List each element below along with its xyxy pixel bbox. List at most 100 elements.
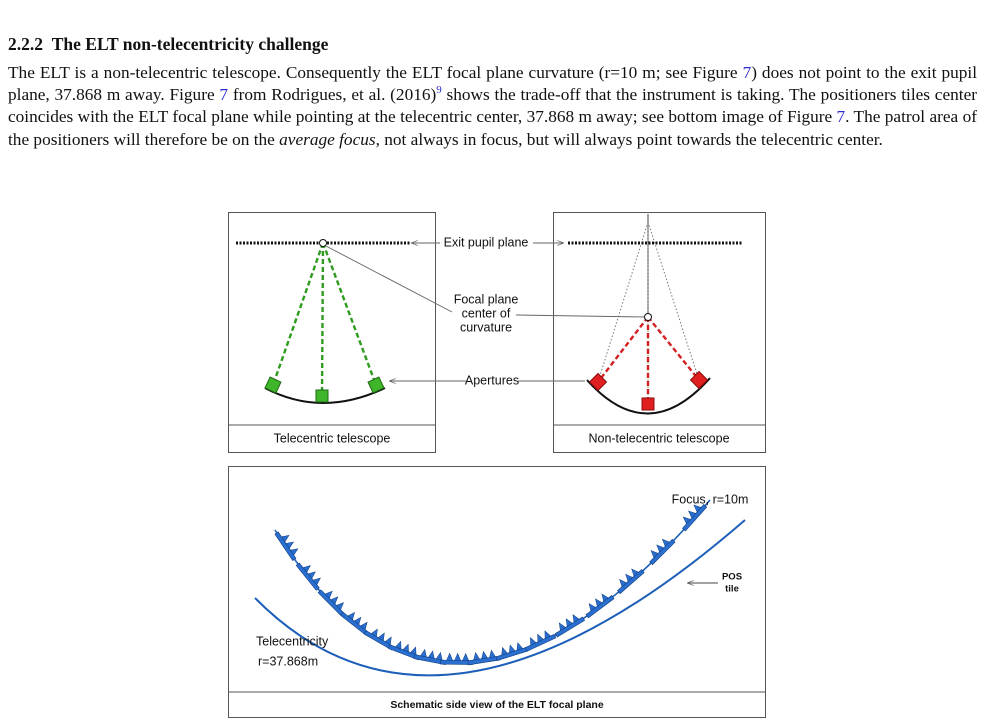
tile-part xyxy=(631,568,639,577)
label: r=37.868m xyxy=(258,654,318,668)
figure-ref[interactable]: 7 xyxy=(742,63,752,82)
tile-part xyxy=(650,550,659,559)
tile-part xyxy=(656,544,665,553)
apertures xyxy=(588,370,709,411)
tile-part xyxy=(335,602,344,611)
tile-part xyxy=(530,636,537,646)
panel-caption: Non-telecentric telescope xyxy=(588,431,729,445)
section-number: 2.2.2 xyxy=(8,34,43,54)
tile xyxy=(524,630,557,652)
apertures xyxy=(264,376,385,403)
text: shows the trade-off that the instrument … xyxy=(8,85,978,127)
tile-part xyxy=(572,614,580,623)
tile-part xyxy=(435,651,443,661)
tile xyxy=(617,568,645,595)
text: from Rodrigues, et al. (2016) xyxy=(228,85,437,105)
section-heading: 2.2.2 The ELT non-telecentricity challen… xyxy=(8,34,328,55)
tile-part xyxy=(307,571,316,579)
tile xyxy=(682,504,708,532)
tile-part xyxy=(509,644,516,653)
tile-part xyxy=(312,577,321,586)
tile xyxy=(317,589,344,616)
tile-part xyxy=(489,649,496,658)
tile-part xyxy=(619,578,627,588)
tile-part xyxy=(410,646,417,656)
tile-part xyxy=(462,652,469,661)
tile xyxy=(585,593,615,619)
tile-part xyxy=(402,643,409,653)
label: POS xyxy=(722,572,742,583)
tile-part xyxy=(281,535,290,543)
tile xyxy=(274,531,299,562)
center xyxy=(319,239,327,247)
section-title: The ELT non-telecentricity challenge xyxy=(51,34,329,54)
tile-part xyxy=(353,616,362,626)
tile-part xyxy=(454,652,461,661)
tile-part xyxy=(661,538,670,547)
tile-part xyxy=(601,593,609,602)
tile-part xyxy=(347,611,355,621)
label: center of xyxy=(462,306,511,320)
tile-part xyxy=(420,648,427,658)
paragraph: The ELT is a non-telecentric telescope. … xyxy=(8,62,977,151)
panel xyxy=(228,466,766,718)
label: tile xyxy=(725,584,739,595)
tiles xyxy=(274,504,708,666)
figure-ref[interactable]: 7 xyxy=(219,85,229,105)
tile-part xyxy=(481,650,488,660)
center xyxy=(644,313,652,321)
tile-part xyxy=(516,642,524,651)
label: Telecentricity xyxy=(256,634,329,648)
tile-part xyxy=(682,516,691,525)
tile-part xyxy=(473,651,480,661)
tile-part xyxy=(290,548,299,556)
tile xyxy=(495,642,529,661)
tile-part xyxy=(285,541,294,549)
rays xyxy=(597,316,700,404)
tile-part xyxy=(625,573,633,582)
tile-part xyxy=(395,640,402,650)
tile-part xyxy=(501,646,508,656)
label: Exit pupil plane xyxy=(444,235,529,249)
tile xyxy=(295,562,321,591)
leader-lines xyxy=(325,243,645,381)
tile-part xyxy=(558,622,566,631)
tile-part xyxy=(688,510,697,519)
figure: Telecentric telescope Non-telecentric te… xyxy=(228,212,766,718)
tile xyxy=(363,628,395,651)
label: curvature xyxy=(460,320,512,334)
tile-part xyxy=(427,650,435,659)
tile-part xyxy=(384,636,392,645)
label: Apertures xyxy=(465,373,519,387)
focal-curve xyxy=(264,387,386,404)
panel xyxy=(228,212,436,453)
rays xyxy=(271,242,378,397)
tile-part xyxy=(693,504,702,513)
tile-part xyxy=(360,621,368,630)
label: Focus, r=10m xyxy=(672,492,749,506)
tile-part xyxy=(595,598,603,607)
tile-part xyxy=(544,630,552,639)
citation-ref[interactable]: 9 xyxy=(436,84,442,97)
tile xyxy=(554,614,586,638)
focal-curve xyxy=(586,377,711,415)
tile-part xyxy=(565,618,573,627)
telecentric-curve xyxy=(254,519,746,677)
tile xyxy=(649,538,676,566)
tile-part xyxy=(537,633,544,643)
tile xyxy=(340,611,369,636)
text: The ELT is a non-telecentric telescope. … xyxy=(8,63,743,82)
tile-part xyxy=(370,628,378,637)
text: , not always in focus, but will always p… xyxy=(375,129,883,149)
tile-part xyxy=(324,590,333,599)
label: Focal plane xyxy=(454,292,519,306)
tile-part xyxy=(302,565,311,573)
panel-caption: Schematic side view of the ELT focal pla… xyxy=(390,699,604,711)
emphasis: average focus xyxy=(279,129,376,149)
panel-caption: Telecentric telescope xyxy=(274,431,391,445)
tile-part xyxy=(330,596,339,605)
text: . The patrol area of the positioners wil… xyxy=(8,107,977,149)
tile-part xyxy=(446,652,453,661)
figure-ref[interactable]: 7 xyxy=(836,107,846,127)
